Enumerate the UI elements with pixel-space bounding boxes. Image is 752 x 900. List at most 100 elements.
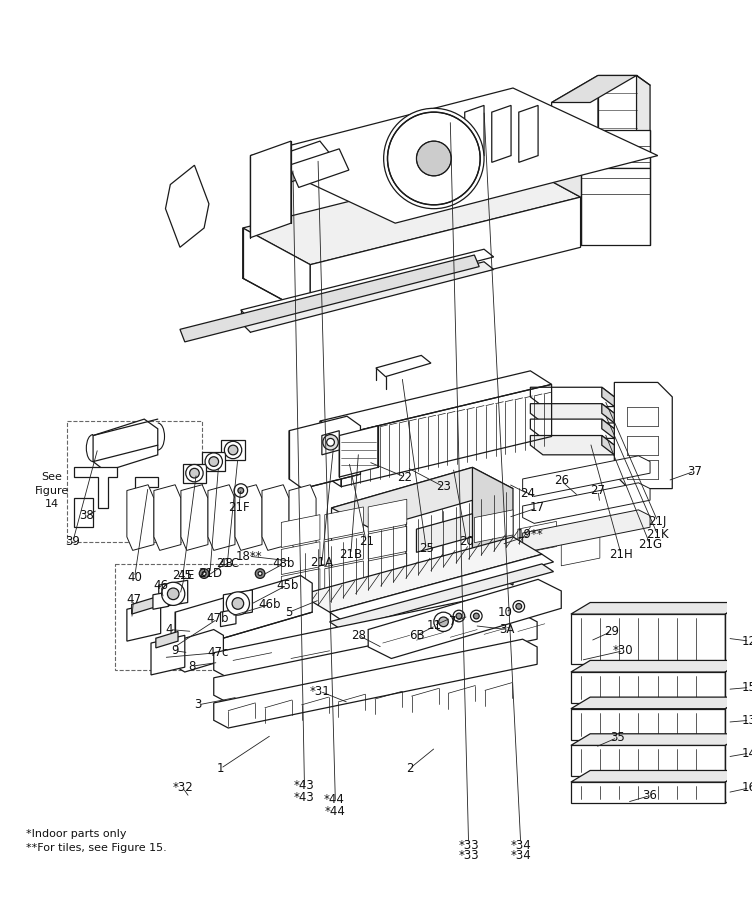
Circle shape	[387, 112, 481, 205]
Polygon shape	[332, 467, 472, 605]
Polygon shape	[571, 734, 744, 745]
Polygon shape	[602, 387, 614, 407]
Polygon shape	[281, 515, 320, 547]
Circle shape	[438, 617, 448, 626]
Text: *34: *34	[511, 840, 531, 852]
Polygon shape	[262, 485, 289, 551]
Polygon shape	[602, 436, 614, 454]
Polygon shape	[243, 228, 311, 315]
Text: 39: 39	[65, 536, 80, 548]
Text: 12: 12	[742, 634, 752, 648]
Polygon shape	[332, 467, 513, 529]
Text: 45: 45	[177, 569, 193, 582]
Text: 14: 14	[742, 747, 752, 760]
Circle shape	[516, 604, 522, 609]
Text: 36: 36	[643, 789, 657, 802]
Polygon shape	[235, 485, 262, 551]
Polygon shape	[726, 698, 744, 740]
Text: 15: 15	[742, 681, 752, 694]
Polygon shape	[417, 141, 598, 238]
Polygon shape	[220, 609, 236, 626]
Polygon shape	[492, 105, 511, 162]
Text: 9: 9	[171, 644, 179, 657]
Circle shape	[323, 435, 338, 450]
Text: *44: *44	[324, 793, 345, 806]
Polygon shape	[368, 580, 561, 659]
Polygon shape	[181, 485, 208, 551]
Text: 27: 27	[590, 484, 605, 497]
Polygon shape	[571, 770, 744, 782]
Polygon shape	[322, 431, 339, 454]
Text: 21G: 21G	[638, 538, 662, 551]
Circle shape	[202, 572, 206, 575]
Polygon shape	[581, 130, 650, 168]
Polygon shape	[311, 197, 581, 315]
Circle shape	[228, 446, 238, 454]
Text: 21B: 21B	[339, 548, 362, 561]
Text: 3A: 3A	[499, 623, 515, 636]
Polygon shape	[289, 416, 360, 489]
Polygon shape	[614, 382, 672, 489]
Circle shape	[234, 484, 247, 498]
Polygon shape	[74, 467, 117, 508]
Text: 21D: 21D	[198, 567, 222, 580]
Text: 45b: 45b	[276, 579, 299, 591]
Polygon shape	[552, 76, 636, 103]
Text: *33: *33	[458, 840, 479, 852]
Text: 35: 35	[610, 731, 625, 744]
Polygon shape	[241, 262, 493, 332]
Polygon shape	[726, 661, 744, 703]
Text: 21K: 21K	[647, 528, 669, 542]
Polygon shape	[602, 419, 614, 438]
Text: 38: 38	[79, 509, 94, 522]
Circle shape	[453, 610, 465, 622]
Polygon shape	[339, 426, 378, 477]
Polygon shape	[726, 770, 744, 804]
Polygon shape	[581, 168, 650, 246]
Circle shape	[384, 108, 484, 209]
Text: 47: 47	[126, 593, 141, 606]
Text: 40: 40	[127, 571, 142, 584]
Circle shape	[513, 600, 525, 612]
Text: *Indoor parts only: *Indoor parts only	[26, 829, 126, 839]
Text: 21H: 21H	[609, 548, 633, 561]
Polygon shape	[301, 537, 542, 612]
Text: 48: 48	[218, 557, 233, 571]
Text: 47b: 47b	[206, 612, 229, 625]
Text: 13: 13	[742, 714, 752, 727]
Text: 20: 20	[459, 536, 474, 548]
Polygon shape	[571, 672, 726, 703]
Text: *43: *43	[294, 791, 315, 804]
Text: 46: 46	[153, 579, 168, 591]
Polygon shape	[222, 440, 244, 460]
Text: 48b: 48b	[272, 557, 295, 571]
Circle shape	[434, 612, 453, 632]
Polygon shape	[726, 734, 744, 777]
Polygon shape	[250, 141, 291, 238]
Text: See
Figure
14: See Figure 14	[35, 472, 68, 508]
Circle shape	[186, 464, 203, 482]
Polygon shape	[214, 639, 537, 728]
Text: 47c: 47c	[207, 646, 229, 659]
Polygon shape	[530, 436, 614, 454]
Polygon shape	[636, 76, 650, 194]
Polygon shape	[325, 561, 363, 594]
Text: *33: *33	[458, 849, 479, 862]
Polygon shape	[325, 534, 363, 567]
Text: *43: *43	[294, 779, 315, 792]
Text: 21E: 21E	[171, 569, 194, 582]
Polygon shape	[571, 614, 726, 664]
Circle shape	[224, 441, 241, 459]
Polygon shape	[183, 464, 206, 482]
Text: 28: 28	[351, 629, 366, 642]
Text: *30: *30	[613, 644, 633, 657]
Text: 8: 8	[188, 660, 196, 672]
Text: 17: 17	[529, 501, 544, 515]
Circle shape	[199, 569, 209, 579]
Polygon shape	[523, 509, 650, 551]
Circle shape	[471, 610, 482, 622]
Polygon shape	[602, 404, 614, 423]
Polygon shape	[159, 580, 188, 608]
Polygon shape	[165, 166, 209, 248]
Text: 5: 5	[285, 606, 293, 618]
